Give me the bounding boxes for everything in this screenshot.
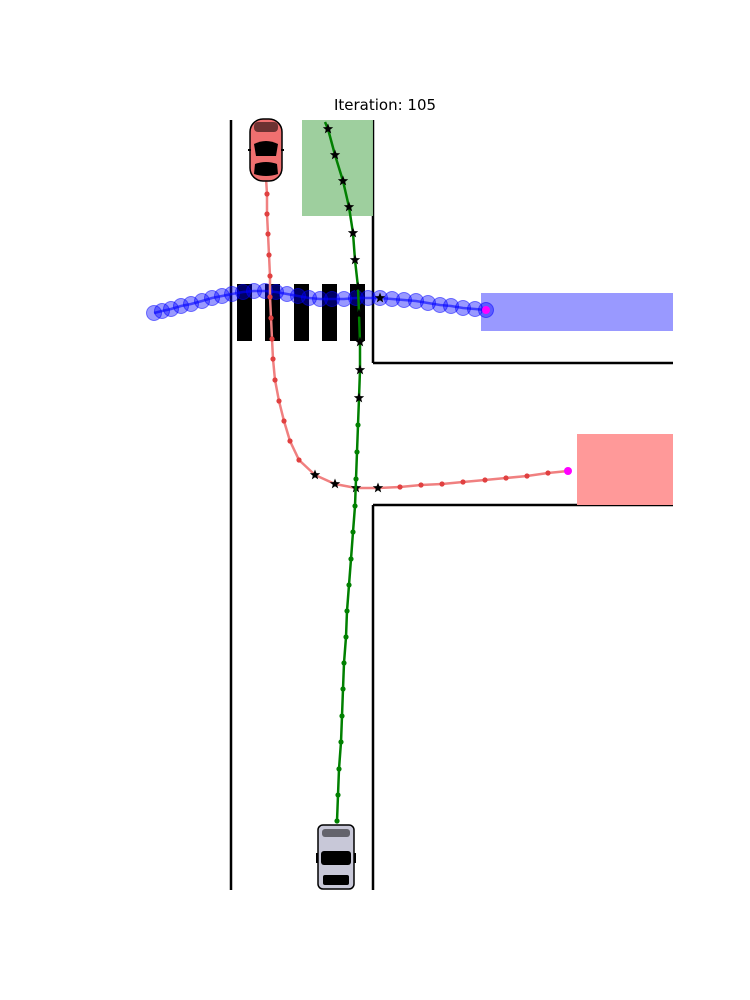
green-trajectory-point (348, 556, 354, 562)
blue-trajectory-point (455, 300, 471, 316)
blue-trajectory-point (408, 293, 424, 309)
blue-trajectory-point (396, 292, 412, 308)
red-trajectory-point (268, 315, 274, 321)
star-icon (353, 392, 365, 403)
green-trajectory-point (336, 766, 342, 772)
red-trajectory-point (545, 470, 551, 476)
star-icon (347, 227, 359, 238)
car-top-view-icon (248, 118, 284, 182)
green-trajectory-point (352, 503, 358, 509)
red-trajectory-point (296, 457, 302, 463)
red-trajectory-point (397, 484, 403, 490)
red-trajectory-point (265, 231, 271, 237)
blue-trajectory-point (443, 298, 459, 314)
green-trajectory-point (346, 582, 352, 588)
red-trajectory-point (524, 473, 530, 479)
blue-trajectory-point (336, 291, 352, 307)
iteration-number: 105 (407, 96, 437, 114)
blue-trajectory-line (153, 289, 487, 315)
star-icon (374, 292, 386, 303)
green-trajectory-point (354, 449, 360, 455)
red-trajectory-point (276, 398, 282, 404)
star-icon (372, 482, 384, 493)
red-trajectory-point (482, 477, 488, 483)
red-trajectory-point (266, 252, 272, 258)
green-trajectory-point (334, 818, 340, 824)
green-trajectory-point (341, 660, 347, 666)
star-icon (329, 149, 341, 160)
star-icon (343, 201, 355, 212)
blue-trajectory-point (384, 291, 400, 307)
blue-trajectory-point (360, 290, 376, 306)
star-icon (353, 308, 365, 319)
blue-trajectory-point (214, 288, 230, 304)
red-trajectory-point (264, 211, 270, 217)
green-trajectory-point (340, 686, 346, 692)
iteration-label: Iteration: (333, 96, 408, 114)
star-icon (354, 364, 366, 375)
blue-trajectory-point (204, 290, 220, 306)
red-trajectory-point (272, 377, 278, 383)
blue-trajectory-point (312, 291, 328, 307)
ego-vehicle (316, 824, 356, 890)
green-goal-region (302, 120, 373, 216)
star-icon (337, 175, 349, 186)
red-trajectory-point (503, 475, 509, 481)
green-trajectory-point (344, 608, 350, 614)
red-trajectory-point (460, 479, 466, 485)
green-trajectory-point (353, 476, 359, 482)
blue-trajectory-point (246, 283, 262, 299)
red-trajectory-point (269, 336, 275, 342)
red-trajectory-point (287, 438, 293, 444)
blue-trajectory-point (420, 295, 436, 311)
star-icon (322, 123, 334, 134)
red-trajectory-point (267, 294, 273, 300)
red-trajectory-point (267, 273, 273, 279)
green-trajectory-point (355, 422, 361, 428)
red-vehicle (248, 118, 284, 182)
red-trajectory-point (439, 481, 445, 487)
blue-trajectory-point (163, 301, 179, 317)
red-trajectory-point (281, 418, 287, 424)
red-trajectory-endpoint (564, 467, 572, 475)
crosswalk-stripe (237, 284, 252, 341)
green-trajectory-point (338, 739, 344, 745)
blue-trajectory-point (173, 298, 189, 314)
blue-trajectory-point (194, 293, 210, 309)
red-goal-region (577, 434, 673, 505)
green-trajectory-point (343, 634, 349, 640)
star-icon (329, 478, 341, 489)
red-trajectory-line (264, 177, 569, 490)
blue-trajectory-endpoint (482, 306, 490, 314)
red-trajectory-point (264, 191, 270, 197)
car-top-view-icon (316, 824, 356, 890)
green-trajectory-point (350, 529, 356, 535)
star-icon (354, 336, 366, 347)
trajectories (146, 121, 572, 824)
star-icon (309, 469, 321, 480)
green-trajectory-point (335, 792, 341, 798)
blue-trajectory-point (324, 291, 340, 307)
star-icon (349, 254, 361, 265)
red-trajectory-point (270, 356, 276, 362)
green-trajectory-point (339, 713, 345, 719)
red-trajectory-point (418, 482, 424, 488)
iteration-title: Iteration: 105 (0, 96, 750, 114)
green-trajectory-line (323, 121, 362, 822)
blue-goal-region (481, 293, 673, 331)
star-icon (352, 281, 364, 292)
